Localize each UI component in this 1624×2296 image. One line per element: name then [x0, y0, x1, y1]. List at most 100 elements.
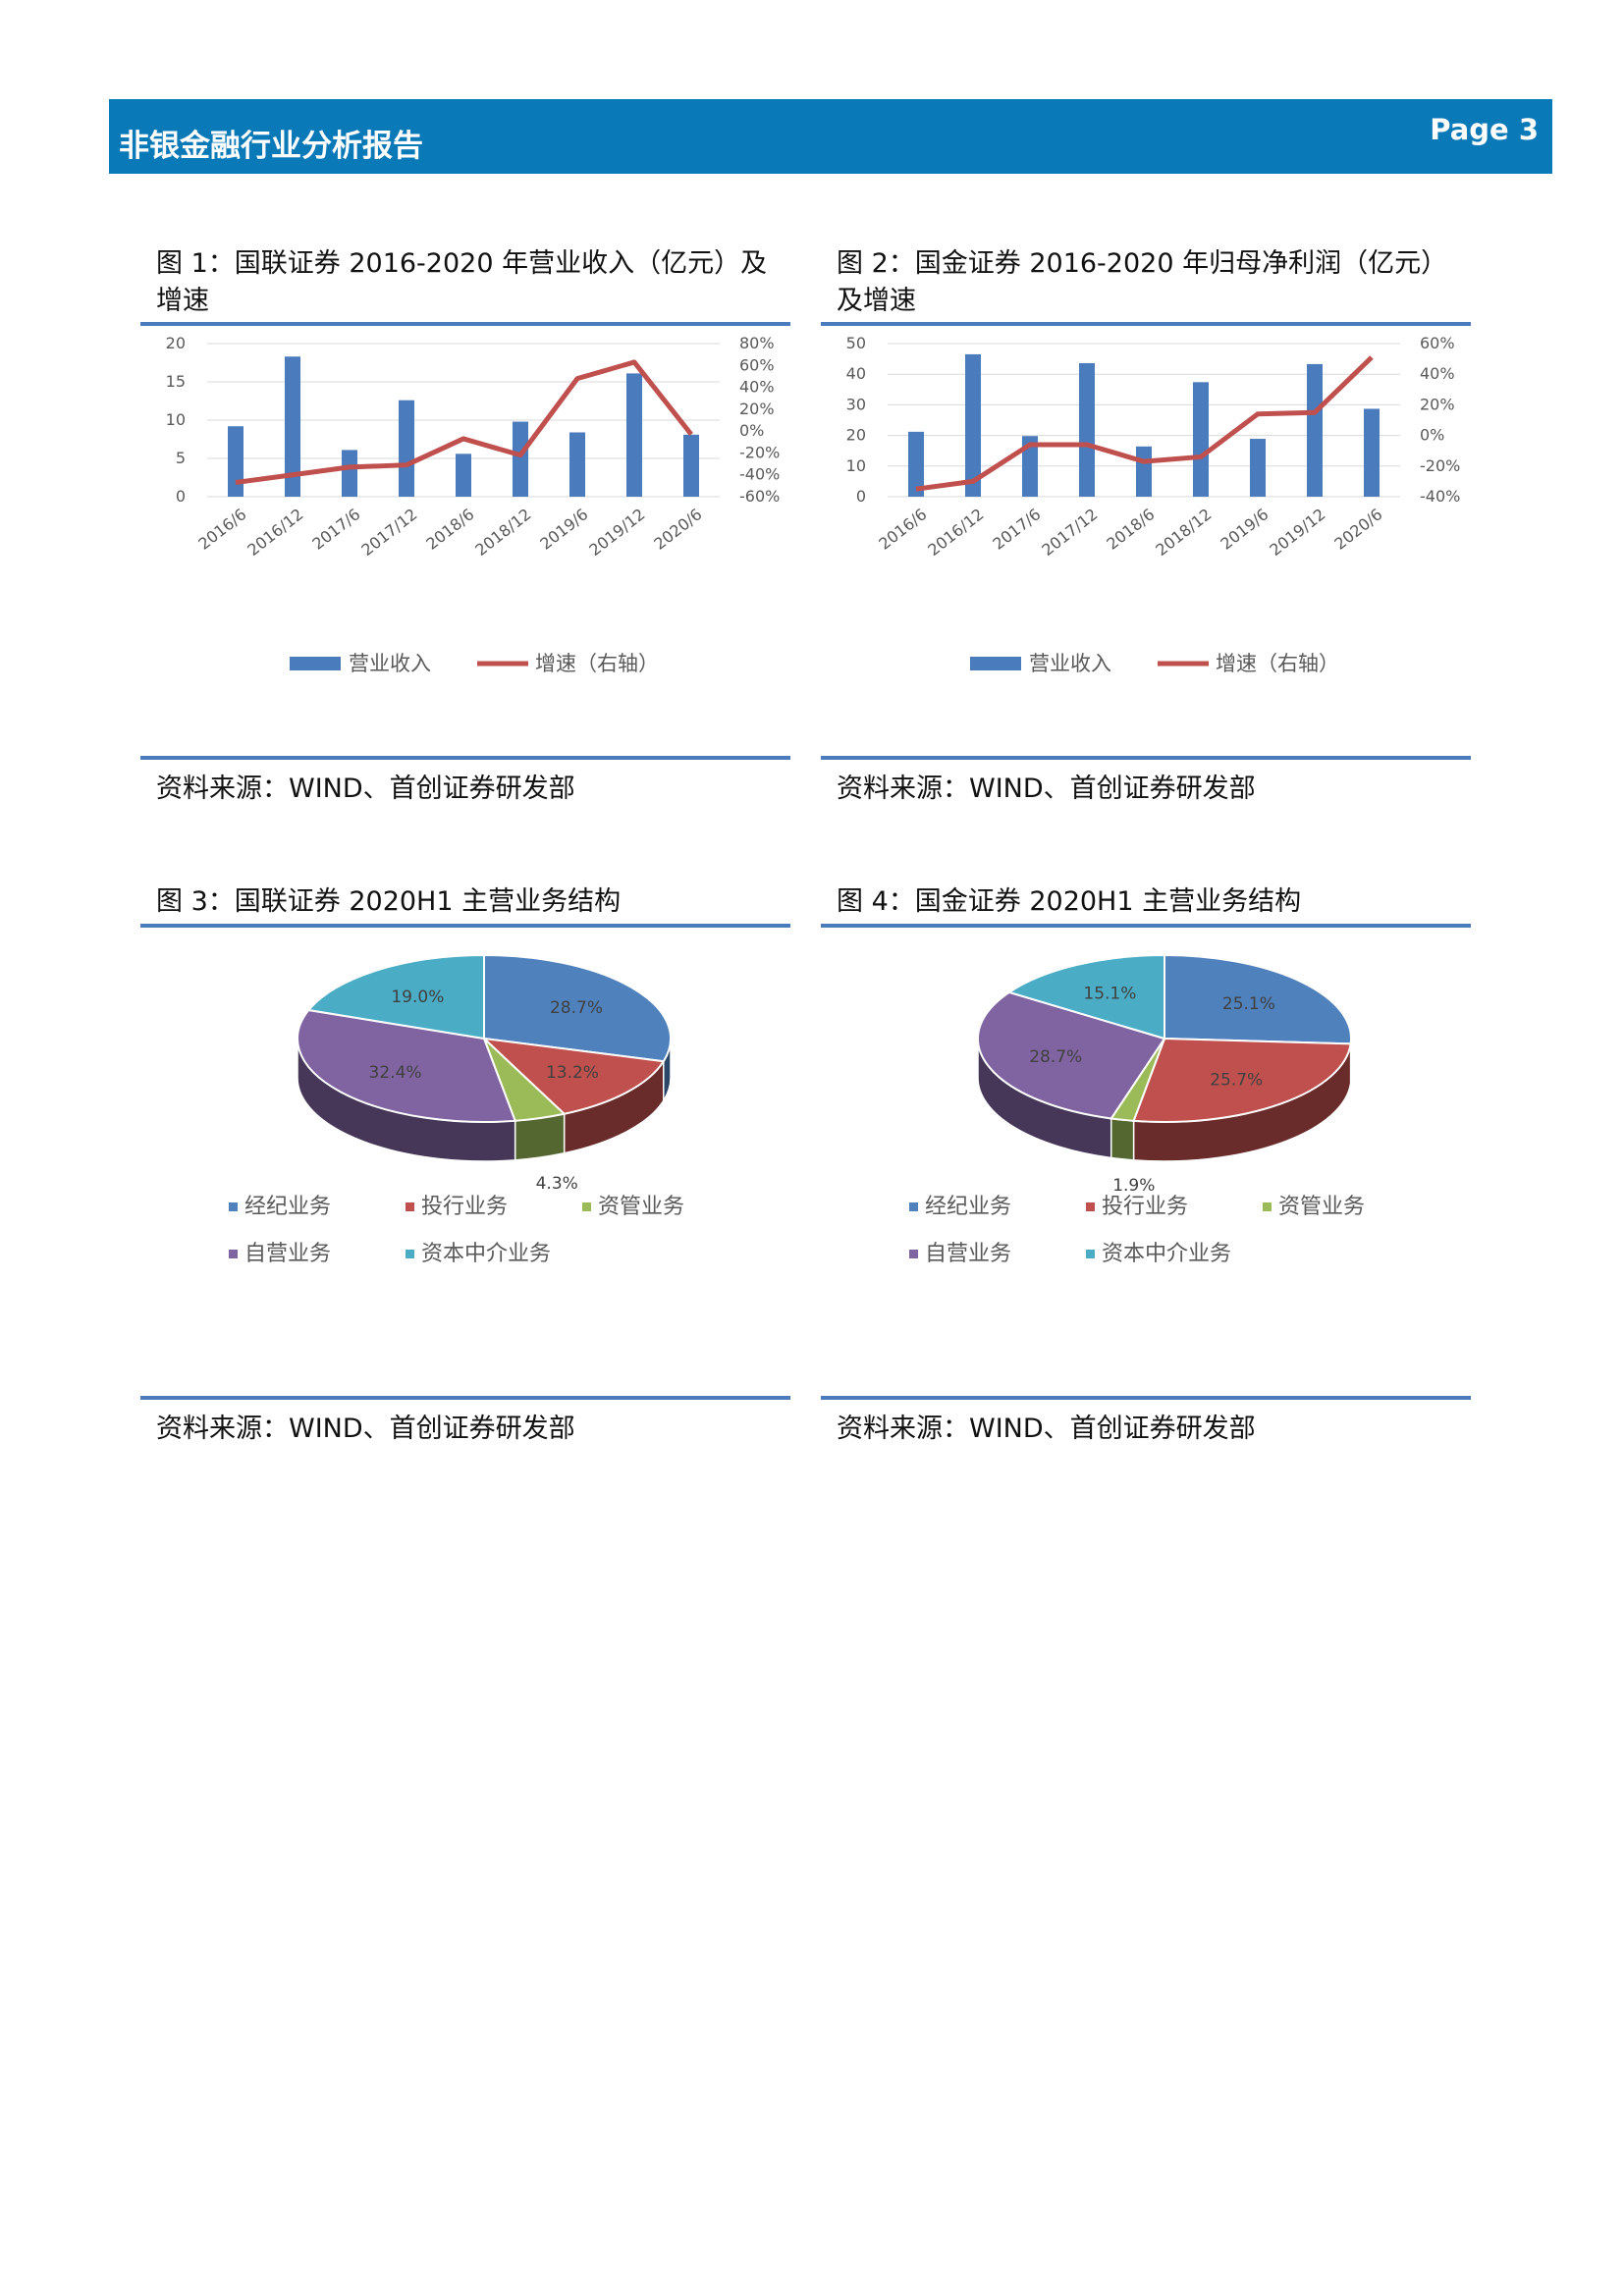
legend-label: 资管业务 [598, 1195, 684, 1219]
rule-bottom [140, 756, 790, 760]
source-note: 资料来源：WIND、首创证券研发部 [837, 774, 1256, 804]
category-label: 2017/6 [989, 505, 1044, 554]
bar [513, 421, 528, 497]
pie-slice [306, 953, 485, 1041]
left-tick-label: 20 [166, 334, 186, 352]
rule-bottom [821, 756, 1471, 760]
pie-chart: 28.7% 13.2% 4.3% 32.4% 19.0% 经纪业务 投行业务 资管业务自营业务… [229, 953, 684, 1266]
bar [342, 450, 357, 497]
right-tick-label: 0% [739, 421, 764, 440]
legend-swatch [582, 1202, 591, 1211]
legend-swatch [406, 1202, 414, 1211]
pie-chart: 25.1% 25.7% 1.9% 28.7% 15.1% 经纪业务 投行业务 资管业务自营业务… [909, 953, 1365, 1266]
bar [569, 432, 585, 497]
bar [1307, 363, 1323, 497]
rule-top [821, 924, 1471, 928]
legend-line-label: 增速（右轴） [535, 652, 659, 675]
right-tick-label: -40% [739, 465, 780, 484]
category-label: 2019/12 [1266, 505, 1328, 560]
rule-top [140, 322, 790, 326]
bar [456, 454, 471, 497]
slice-label: 4.3% [536, 1174, 578, 1194]
left-tick-label: 15 [166, 372, 186, 391]
category-label: 2018/12 [1152, 505, 1215, 560]
right-tick-label: -20% [739, 443, 780, 461]
category-label: 2019/12 [585, 505, 648, 560]
category-label: 2017/12 [1038, 505, 1101, 560]
category-label: 2016/12 [924, 505, 987, 560]
category-label: 2018/6 [422, 505, 477, 554]
right-tick-label: 60% [1420, 334, 1455, 352]
category-label: 2020/6 [1330, 505, 1385, 554]
category-label: 2016/12 [244, 505, 306, 560]
slice-label: 28.7% [1029, 1047, 1082, 1067]
legend-label: 投行业务 [1102, 1195, 1188, 1219]
right-tick-label: 20% [1420, 395, 1455, 413]
right-tick-label: 80% [739, 334, 775, 352]
pie-slice [1006, 953, 1165, 1041]
slice-label: 19.0% [391, 988, 444, 1007]
left-tick-label: 40 [846, 364, 866, 383]
pie-slice [977, 990, 1166, 1120]
figure-title: 图 4：国金证券 2020H1 主营业务结构 [837, 886, 1302, 917]
slice-label: 1.9% [1112, 1176, 1155, 1196]
bar [908, 431, 924, 497]
combo-chart: 0 10 20 30 40 50 -40% -20% 0% 20% 40% 60% 2016/62016… [846, 334, 1461, 675]
legend-label: 资本中介业务 [421, 1242, 551, 1266]
category-label: 2019/6 [1217, 505, 1272, 554]
right-tick-label: 40% [1420, 364, 1455, 383]
slice-label: 32.4% [369, 1063, 422, 1083]
slice-label: 15.1% [1083, 985, 1136, 1004]
slice-label: 25.1% [1222, 994, 1275, 1014]
legend-label: 经纪业务 [244, 1195, 331, 1219]
bar [683, 434, 699, 497]
legend-label: 经纪业务 [925, 1195, 1011, 1219]
pie-slice-side [1110, 1117, 1135, 1161]
legend-swatch [1086, 1202, 1095, 1211]
legend-swatch [1263, 1202, 1272, 1211]
bar [1250, 439, 1266, 497]
right-tick-label: -40% [1420, 487, 1460, 506]
left-tick-label: 0 [176, 487, 186, 506]
legend-line-label: 增速（右轴） [1216, 652, 1339, 675]
legend-bar-label: 营业收入 [349, 652, 431, 675]
category-label: 2017/6 [308, 505, 363, 554]
category-label: 2016/6 [875, 505, 930, 554]
pie-slice [483, 953, 672, 1063]
legend-label: 投行业务 [421, 1195, 508, 1219]
figure-title: 图 1：国联证券 2016-2020 年营业收入（亿元）及增速 [156, 248, 768, 316]
right-tick-label: 60% [739, 355, 775, 374]
bar [285, 356, 300, 497]
left-tick-label: 10 [846, 456, 866, 475]
page-number: Page 3 [1430, 113, 1539, 146]
right-tick-label: 20% [739, 400, 775, 418]
legend-bar-swatch [970, 657, 1021, 670]
legend-swatch [229, 1250, 238, 1258]
bar [1364, 408, 1380, 497]
bar [1022, 436, 1038, 497]
bar [399, 400, 414, 497]
slice-label: 25.7% [1210, 1070, 1263, 1090]
pie-slice [1164, 953, 1352, 1045]
legend-label: 资本中介业务 [1102, 1242, 1231, 1266]
legend-label: 资管业务 [1278, 1195, 1365, 1219]
report-header: 非银金融行业分析报告 Page 3 [109, 99, 1552, 174]
legend-swatch [909, 1250, 918, 1258]
left-tick-label: 20 [846, 426, 866, 445]
source-note: 资料来源：WIND、首创证券研发部 [837, 1414, 1256, 1444]
category-label: 2018/12 [471, 505, 534, 560]
growth-line [915, 355, 1374, 492]
legend-bar-swatch [290, 657, 341, 670]
legend-swatch [229, 1202, 238, 1211]
legend-label: 自营业务 [244, 1242, 331, 1266]
combo-chart: 0 5 10 15 20 -60% -40% -20% 0% 20% 40% 60% 80% 2016/6… [166, 334, 781, 675]
bar [1079, 362, 1095, 497]
figure-4: 图 4：国金证券 2020H1 主营业务结构 25.1% 25.7% 1.9% 28.… [821, 883, 1471, 1453]
source-note: 资料来源：WIND、首创证券研发部 [156, 774, 575, 804]
figure-2: 图 2：国金证券 2016-2020 年归母净利润（亿元）及增速 0 10 20 30… [821, 245, 1471, 805]
source-note: 资料来源：WIND、首创证券研发部 [156, 1414, 575, 1444]
category-label: 2020/6 [650, 505, 705, 554]
figure-1: 图 1：国联证券 2016-2020 年营业收入（亿元）及增速 0 5 10 15 20… [140, 245, 790, 805]
pie-slice [297, 1008, 517, 1123]
category-label: 2017/12 [357, 505, 420, 560]
